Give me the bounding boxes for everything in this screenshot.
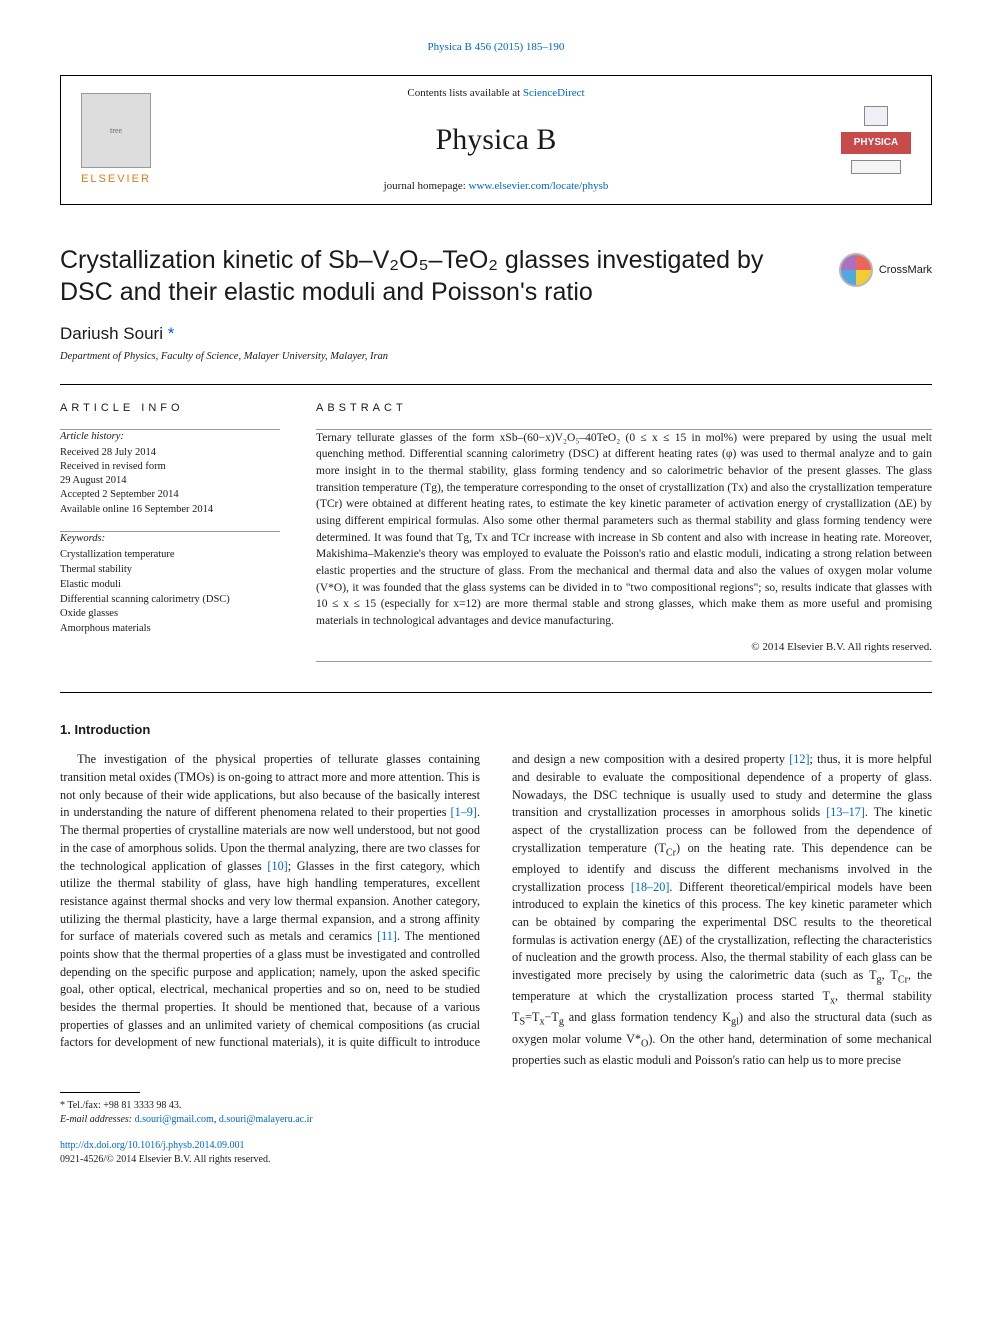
history-line: Available online 16 September 2014 — [60, 503, 280, 517]
doi-link[interactable]: http://dx.doi.org/10.1016/j.physb.2014.0… — [60, 1140, 245, 1151]
keyword: Elastic moduli — [60, 578, 280, 593]
history-line: Accepted 2 September 2014 — [60, 488, 280, 502]
elsevier-tree-icon: tree — [81, 93, 151, 168]
journal-reference: Physica B 456 (2015) 185–190 — [60, 40, 932, 55]
keyword: Thermal stability — [60, 563, 280, 578]
cover-thumb-icon — [864, 106, 888, 126]
footnotes: * Tel./fax: +98 81 3333 98 43. E-mail ad… — [60, 1099, 932, 1127]
email-label: E-mail addresses: — [60, 1114, 135, 1125]
keyword: Differential scanning calorimetry (DSC) — [60, 593, 280, 608]
section-1-heading: 1. Introduction — [60, 721, 932, 739]
email-link[interactable]: d.souri@malayeru.ac.ir — [219, 1114, 313, 1125]
history-line: Received 28 July 2014 — [60, 446, 280, 460]
cover-sub-icon — [851, 160, 901, 174]
keyword: Oxide glasses — [60, 607, 280, 622]
footnote-rule — [60, 1092, 140, 1093]
homepage-prefix: journal homepage: — [384, 180, 469, 192]
history-label: Article history: — [60, 430, 280, 444]
crossmark-icon — [839, 253, 873, 287]
keywords-label: Keywords: — [60, 532, 280, 547]
abstract-text: Ternary tellurate glasses of the form xS… — [316, 430, 932, 630]
journal-cover-cell: PHYSICA — [821, 76, 931, 204]
article-info-heading: ARTICLE INFO — [60, 401, 280, 416]
abstract-rule-bottom — [316, 661, 932, 662]
physica-badge-icon: PHYSICA — [841, 132, 911, 154]
crossmark-label: CrossMark — [879, 263, 932, 278]
abstract-copyright: © 2014 Elsevier B.V. All rights reserved… — [316, 640, 932, 655]
homepage-line: journal homepage: www.elsevier.com/locat… — [191, 179, 801, 194]
elsevier-label: ELSEVIER — [81, 172, 151, 187]
rule-top — [60, 384, 932, 385]
affiliation: Department of Physics, Faculty of Scienc… — [60, 350, 932, 365]
article-info-column: ARTICLE INFO Article history: Received 2… — [60, 401, 280, 662]
corresponding-mark: * — [168, 324, 175, 343]
elsevier-logo-cell: tree ELSEVIER — [61, 76, 171, 204]
issn-copyright: 0921-4526/© 2014 Elsevier B.V. All right… — [60, 1153, 932, 1167]
email-line: E-mail addresses: d.souri@gmail.com, d.s… — [60, 1113, 932, 1127]
contents-prefix: Contents lists available at — [407, 87, 522, 99]
doi-block: http://dx.doi.org/10.1016/j.physb.2014.0… — [60, 1139, 932, 1167]
keyword: Amorphous materials — [60, 622, 280, 637]
sciencedirect-link[interactable]: ScienceDirect — [523, 87, 585, 99]
email-link[interactable]: d.souri@gmail.com — [135, 1114, 214, 1125]
journal-name: Physica B — [191, 119, 801, 161]
article-title: Crystallization kinetic of Sb–V₂O₅–TeO₂ … — [60, 245, 819, 308]
abstract-column: ABSTRACT Ternary tellurate glasses of th… — [316, 401, 932, 662]
abstract-heading: ABSTRACT — [316, 401, 932, 416]
crossmark-widget[interactable]: CrossMark — [839, 253, 932, 287]
history-line: 29 August 2014 — [60, 474, 280, 488]
homepage-link[interactable]: www.elsevier.com/locate/physb — [469, 180, 609, 192]
contents-line: Contents lists available at ScienceDirec… — [191, 86, 801, 101]
author-name: Dariush Souri — [60, 324, 163, 343]
intro-body: The investigation of the physical proper… — [60, 751, 932, 1069]
rule-mid — [60, 692, 932, 693]
corresponding-footnote: * Tel./fax: +98 81 3333 98 43. — [60, 1099, 932, 1113]
intro-paragraph: The investigation of the physical proper… — [60, 751, 932, 1069]
history-line: Received in revised form — [60, 460, 280, 474]
author-line: Dariush Souri * — [60, 322, 932, 346]
keyword: Crystallization temperature — [60, 548, 280, 563]
journal-header: tree ELSEVIER Contents lists available a… — [60, 75, 932, 205]
